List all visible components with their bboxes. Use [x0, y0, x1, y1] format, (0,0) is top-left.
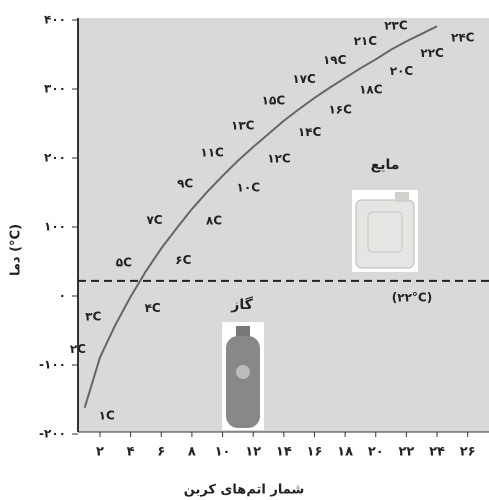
reference-label: (۲۲°C): [392, 290, 432, 304]
point-label: ۱C: [99, 408, 115, 422]
y-tick-label: ۰: [59, 289, 66, 303]
x-tick-label: ۱۰: [215, 445, 231, 460]
x-tick-label: ۱۶: [307, 445, 323, 460]
point-label: ۱۸C: [359, 82, 383, 96]
point-label: ۶C: [175, 253, 191, 267]
plot-area: [78, 18, 489, 432]
y-axis-title: دما (°C): [9, 224, 24, 276]
y-tick-label: -۱۰۰: [39, 358, 66, 372]
x-tick-label: ۱۴: [276, 445, 292, 460]
point-label: ۱۵C: [262, 94, 286, 108]
point-label: ۹C: [177, 176, 193, 190]
x-tick-label: ۱۸: [337, 445, 353, 460]
point-label: ۲۲C: [420, 46, 444, 60]
x-tick-label: ۶: [157, 445, 165, 460]
x-tick-label: ۲۴: [429, 445, 445, 460]
x-axis-title: شمار اتم‌های کربن: [184, 483, 305, 498]
y-tick-label: ۱۰۰: [44, 220, 66, 234]
point-label: ۲۳C: [384, 18, 408, 32]
x-tick-label: ۲۰: [368, 445, 384, 460]
point-label: ۲C: [70, 342, 86, 356]
point-label: ۷C: [146, 213, 162, 227]
point-label: ۱۴C: [298, 125, 322, 139]
point-label: ۱۰C: [237, 180, 261, 194]
point-label: ۱۶C: [328, 102, 352, 116]
point-label: ۵C: [116, 256, 132, 270]
x-tick-label: ۲: [96, 445, 104, 460]
point-label: ۳C: [85, 309, 101, 323]
y-tick-label: ۳۰۰: [44, 82, 66, 96]
x-tick-label: ۴: [127, 445, 135, 460]
gas-icon: [222, 322, 264, 430]
point-label: ۱۲C: [267, 151, 291, 165]
point-label: ۴C: [145, 301, 161, 315]
gas-label: گاز: [230, 296, 253, 313]
point-label: ۲۴C: [451, 31, 475, 45]
y-tick-label: -۲۰۰: [39, 427, 66, 441]
y-tick-label: ۲۰۰: [44, 151, 66, 165]
x-tick-label: ۲۶: [460, 445, 476, 460]
point-label: ۱۱C: [200, 145, 224, 159]
x-tick-label: ۸: [188, 445, 196, 460]
point-label: ۱۷C: [292, 72, 316, 86]
point-label: ۲۱C: [354, 34, 378, 48]
point-label: ۱۳C: [231, 118, 255, 132]
point-label: ۱۹C: [323, 53, 347, 67]
x-tick-label: ۲۲: [398, 445, 414, 460]
y-tick-label: ۴۰۰: [44, 13, 66, 27]
line: [83, 25, 438, 409]
liquid-icon: [352, 190, 418, 272]
liquid-label: مایع: [371, 157, 400, 173]
point-label: ۸C: [206, 214, 222, 228]
x-tick-label: ۱۲: [245, 445, 261, 460]
point-label: ۲۰C: [390, 64, 414, 78]
